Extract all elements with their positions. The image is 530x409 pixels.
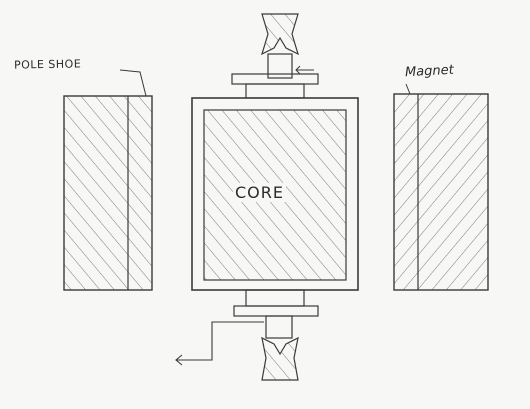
pole-shoe-label: POLE SHOE	[13, 57, 82, 72]
left-pole-shoe-body	[63, 95, 153, 291]
core-label: CORE	[233, 183, 286, 202]
left-pole-shoe	[63, 95, 153, 291]
lead-wire	[176, 321, 264, 361]
bottom-spindle	[265, 315, 293, 339]
magnet-label: Magnet	[404, 62, 455, 81]
right-magnet	[393, 93, 489, 291]
pole-shoe-pointer	[119, 69, 147, 97]
right-magnet-body	[393, 93, 489, 291]
bottom-plate	[233, 305, 319, 317]
lead-wire-arrow	[175, 354, 183, 366]
top-plate	[231, 73, 319, 85]
top-collar	[245, 83, 305, 99]
top-spindle	[267, 53, 293, 79]
bottom-jaw	[261, 336, 299, 381]
top-jaw	[261, 13, 299, 56]
bottom-collar	[245, 289, 305, 307]
magnet-pointer	[405, 83, 411, 95]
core-assembly	[175, 13, 359, 381]
top-pointer-arrow	[295, 65, 314, 75]
